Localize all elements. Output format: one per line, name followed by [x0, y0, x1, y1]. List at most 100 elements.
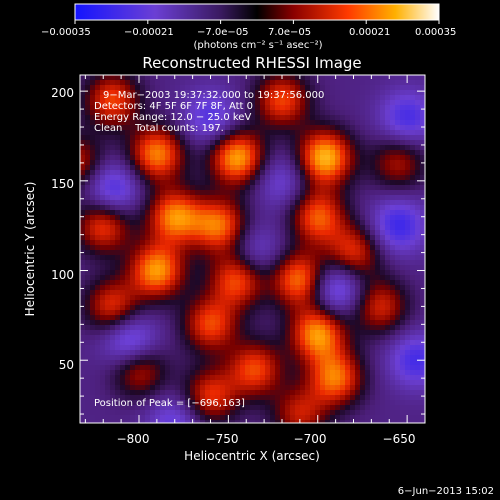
heatmap-cell: [105, 130, 111, 136]
heatmap-cell: [200, 400, 206, 406]
heatmap-cell: [390, 385, 396, 391]
heatmap-cell: [365, 400, 371, 406]
heatmap-cell: [205, 340, 211, 346]
heatmap-cell: [85, 180, 91, 186]
heatmap-cell: [125, 330, 131, 336]
heatmap-cell: [110, 355, 116, 361]
heatmap-cell: [175, 420, 181, 423]
heatmap-cell: [420, 170, 425, 176]
heatmap-cell: [265, 160, 271, 166]
heatmap-cell: [300, 245, 306, 251]
heatmap-cell: [205, 175, 211, 181]
heatmap-cell: [85, 85, 91, 91]
heatmap-cell: [415, 90, 421, 96]
heatmap-cell: [115, 105, 121, 111]
heatmap-cell: [385, 195, 391, 201]
heatmap-cell: [255, 155, 261, 161]
heatmap-cell: [370, 260, 376, 266]
heatmap-cell: [225, 300, 231, 306]
heatmap-cell: [155, 405, 161, 411]
heatmap-cell: [315, 155, 321, 161]
heatmap-cell: [125, 265, 131, 271]
heatmap-cell: [190, 125, 196, 131]
heatmap-cell: [265, 415, 271, 421]
heatmap-cell: [125, 410, 131, 416]
heatmap-cell: [290, 255, 296, 261]
heatmap-cell: [305, 390, 311, 396]
heatmap-cell: [355, 105, 361, 111]
heatmap-cell: [320, 410, 326, 416]
heatmap-cell: [170, 185, 176, 191]
heatmap-cell: [195, 360, 201, 366]
heatmap-cell: [310, 255, 316, 261]
heatmap-cell: [195, 240, 201, 246]
heatmap-cell: [195, 85, 201, 91]
heatmap-cell: [205, 225, 211, 231]
heatmap-cell: [195, 100, 201, 106]
heatmap-cell: [225, 120, 231, 126]
heatmap-cell: [335, 245, 341, 251]
heatmap-cell: [225, 180, 231, 186]
heatmap-cell: [255, 345, 261, 351]
heatmap-cell: [375, 220, 381, 226]
heatmap-cell: [385, 165, 391, 171]
heatmap-cell: [385, 270, 391, 276]
heatmap-cell: [235, 110, 241, 116]
heatmap-cell: [230, 315, 236, 321]
heatmap-cell: [200, 150, 206, 156]
heatmap-cell: [105, 110, 111, 116]
heatmap-cell: [265, 325, 271, 331]
heatmap-cell: [245, 145, 251, 151]
heatmap-cell: [395, 235, 401, 241]
heatmap-cell: [380, 140, 386, 146]
heatmap-cell: [140, 175, 146, 181]
heatmap-cell: [390, 185, 396, 191]
heatmap-cell: [180, 395, 186, 401]
heatmap-cell: [195, 165, 201, 171]
heatmap-cell: [160, 395, 166, 401]
heatmap-cell: [400, 180, 406, 186]
heatmap-cell: [355, 380, 361, 386]
heatmap-cell: [135, 280, 141, 286]
heatmap-cell: [390, 150, 396, 156]
heatmap-cell: [360, 135, 366, 141]
heatmap-cell: [290, 80, 296, 86]
heatmap-cell: [375, 315, 381, 321]
heatmap-cell: [285, 85, 291, 91]
heatmap-cell: [185, 380, 191, 386]
heatmap-cell: [95, 225, 101, 231]
heatmap-cell: [335, 75, 341, 81]
heatmap-cell: [320, 270, 326, 276]
heatmap-cell: [285, 185, 291, 191]
heatmap-cell: [350, 160, 356, 166]
heatmap-cell: [270, 385, 276, 391]
heatmap-cell: [240, 315, 246, 321]
heatmap-cell: [370, 395, 376, 401]
heatmap-cell: [230, 365, 236, 371]
heatmap-cell: [275, 135, 281, 141]
heatmap-cell: [165, 205, 171, 211]
heatmap-cell: [85, 305, 91, 311]
heatmap-cell: [125, 225, 131, 231]
heatmap-cell: [385, 350, 391, 356]
heatmap-cell: [365, 85, 371, 91]
heatmap-cell: [245, 305, 251, 311]
heatmap-cell: [135, 100, 141, 106]
heatmap-cell: [410, 295, 416, 301]
heatmap-cell: [400, 170, 406, 176]
heatmap-cell: [415, 410, 421, 416]
heatmap-cell: [145, 290, 151, 296]
heatmap-cell: [160, 150, 166, 156]
heatmap-cell: [260, 270, 266, 276]
heatmap-cell: [170, 320, 176, 326]
heatmap-cell: [105, 220, 111, 226]
heatmap-cell: [285, 335, 291, 341]
heatmap-cell: [115, 90, 121, 96]
heatmap-cell: [385, 345, 391, 351]
heatmap-cell: [340, 210, 346, 216]
heatmap-cell: [170, 140, 176, 146]
heatmap-cell: [250, 330, 256, 336]
heatmap-cell: [165, 140, 171, 146]
heatmap-cell: [95, 340, 101, 346]
heatmap-cell: [410, 210, 416, 216]
